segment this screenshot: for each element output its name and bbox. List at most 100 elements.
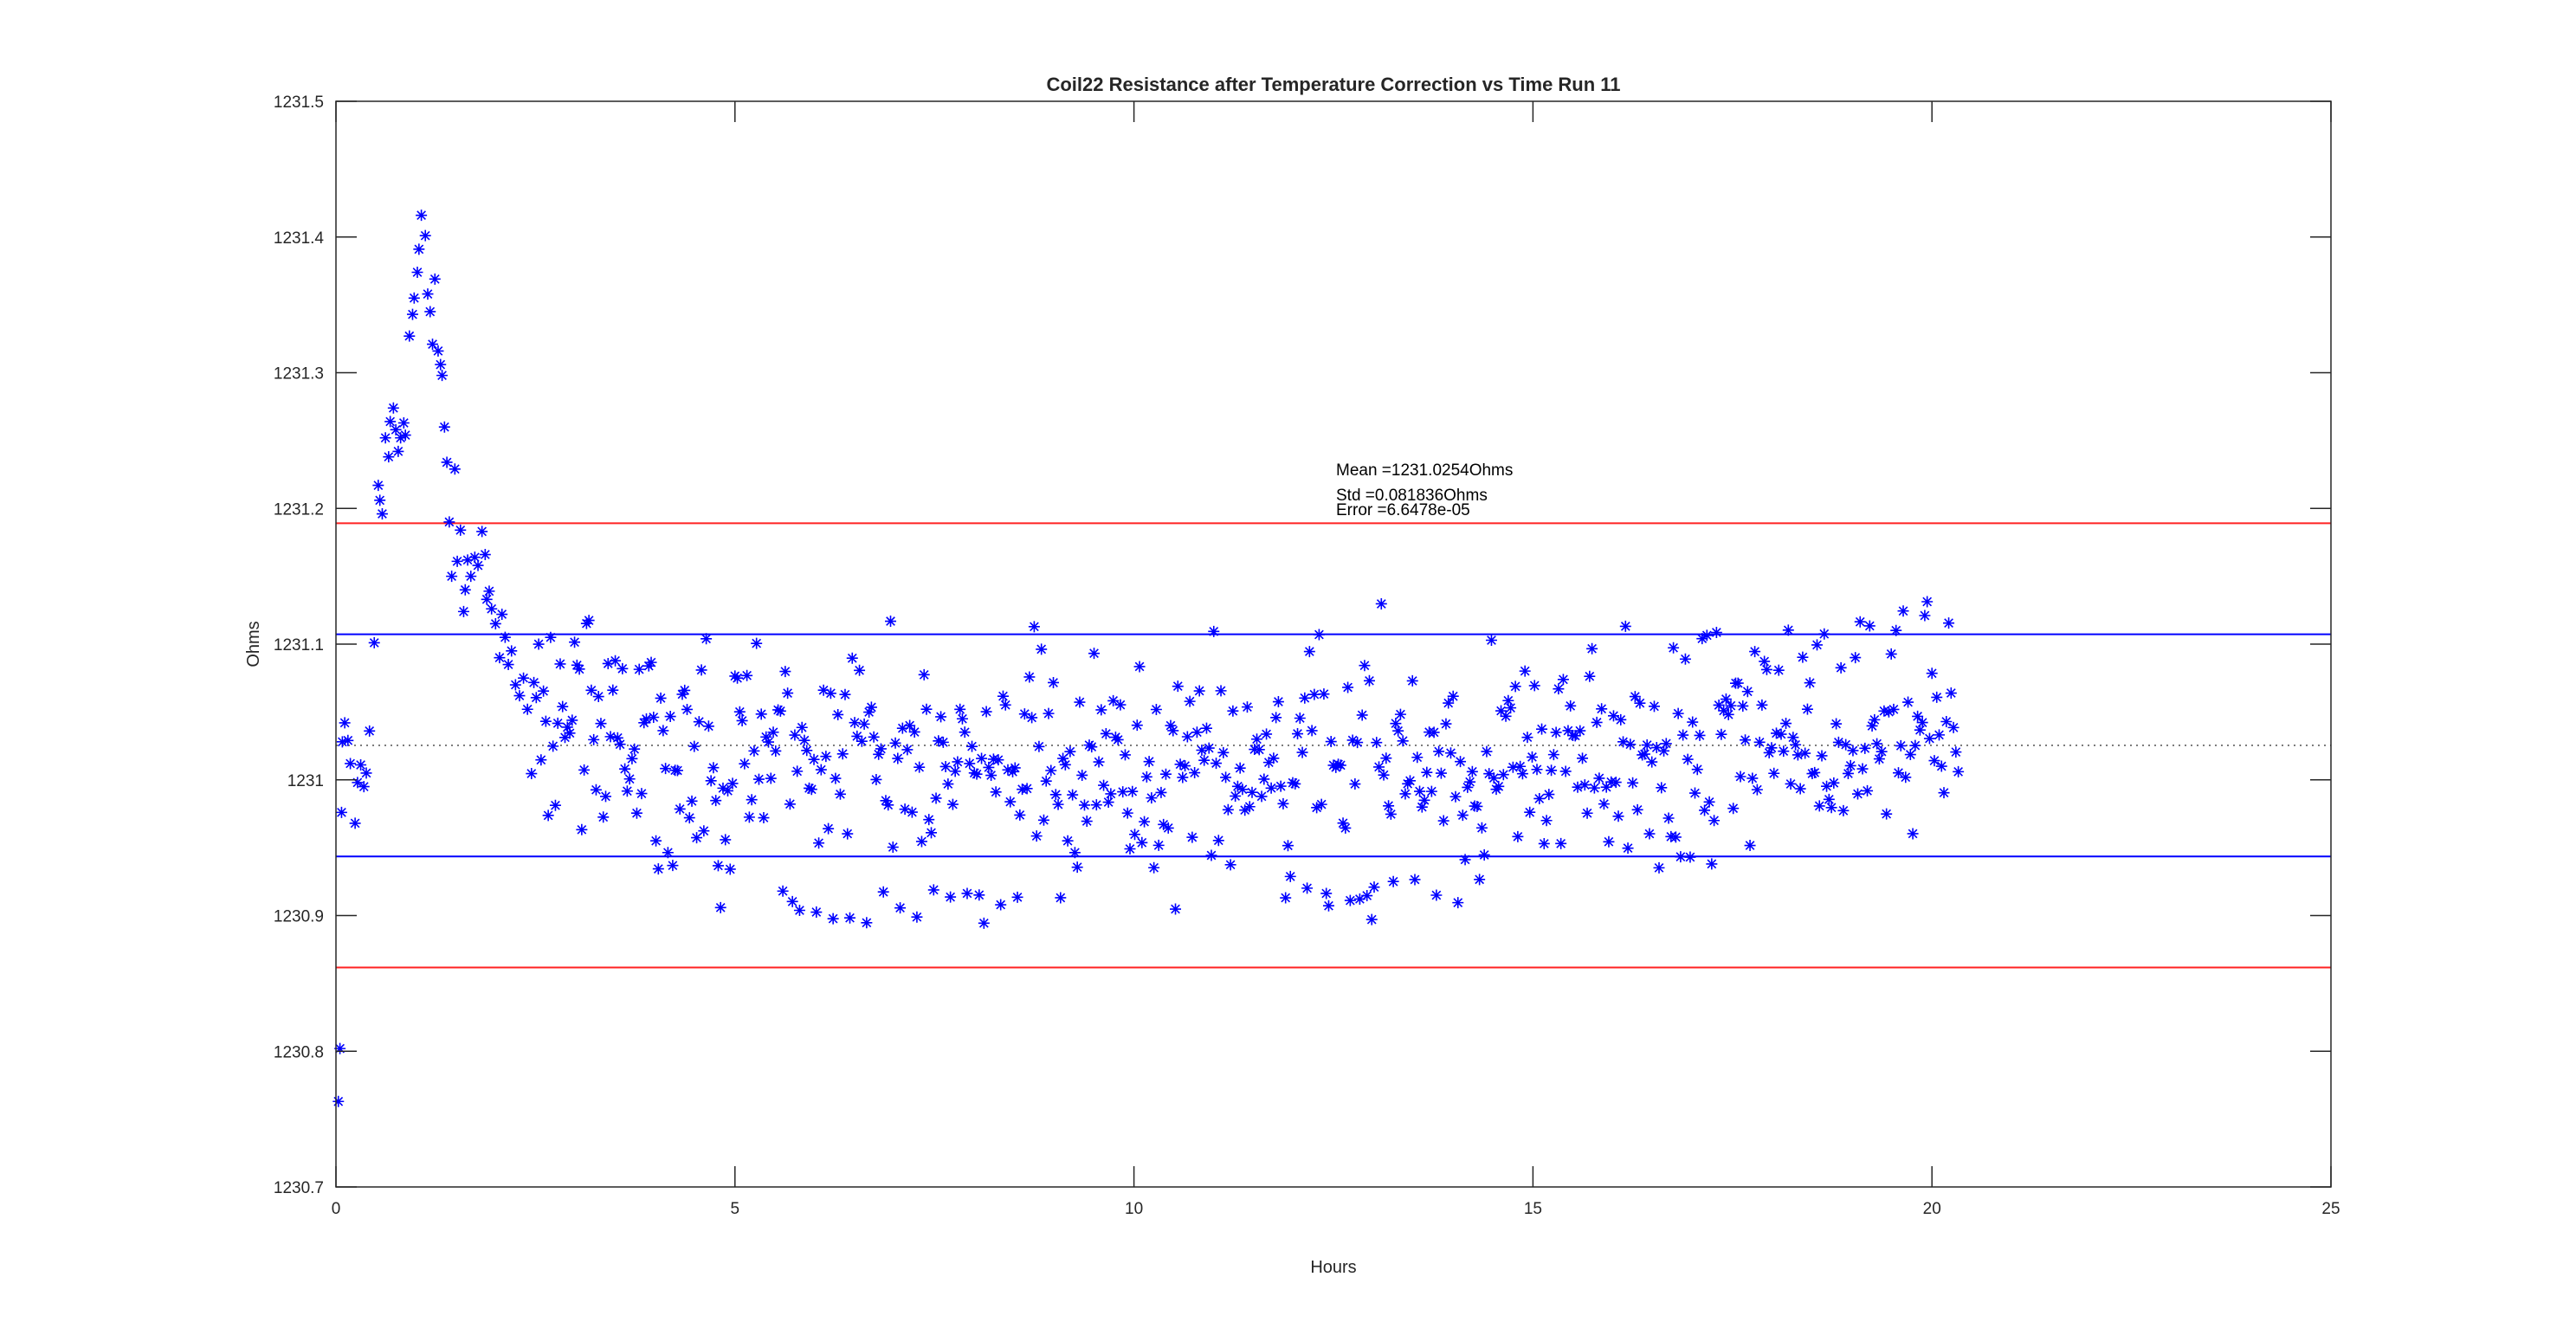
data-point: [442, 515, 456, 529]
data-point: [482, 584, 496, 598]
data-point: [937, 736, 950, 749]
data-point: [625, 752, 639, 765]
data-point: [628, 742, 641, 756]
data-point: [1063, 745, 1077, 758]
data-point: [1547, 748, 1560, 761]
data-point: [1374, 597, 1388, 610]
data-point: [1276, 797, 1290, 810]
data-point: [1701, 629, 1714, 642]
scatter-points-group: [332, 209, 1965, 1108]
data-point: [1154, 786, 1168, 799]
data-point: [509, 678, 522, 692]
data-point: [1899, 771, 1913, 784]
data-point: [348, 816, 362, 830]
data-point: [1690, 763, 1704, 776]
data-point: [1887, 703, 1901, 716]
data-point: [1630, 803, 1644, 816]
data-point: [1185, 830, 1199, 844]
data-point: [1688, 786, 1701, 800]
data-point: [1413, 784, 1426, 798]
data-point: [532, 637, 546, 651]
data-point: [1796, 650, 1810, 664]
data-point: [1222, 803, 1235, 816]
data-point: [994, 898, 1007, 912]
data-point: [549, 798, 562, 812]
data-point: [958, 726, 972, 738]
data-point: [341, 733, 355, 747]
data-point: [1322, 899, 1335, 913]
data-point: [1404, 774, 1417, 788]
data-point: [704, 774, 718, 788]
data-point: [1837, 804, 1850, 817]
data-point: [800, 744, 814, 758]
data-point: [376, 507, 389, 520]
data-point: [1705, 857, 1719, 871]
data-point: [1295, 745, 1309, 759]
data-point: [876, 885, 890, 899]
data-point: [1085, 740, 1099, 753]
data-point: [563, 726, 577, 740]
data-point: [1698, 803, 1711, 817]
data-point: [991, 753, 1005, 766]
data-point: [1128, 828, 1141, 842]
y-tick-label: 1230.7: [274, 1179, 324, 1197]
data-point: [513, 689, 526, 702]
data-point: [917, 668, 931, 681]
data-point: [693, 715, 706, 728]
data-point: [1576, 751, 1589, 765]
data-point: [1250, 732, 1263, 746]
data-point: [1358, 659, 1372, 673]
y-axis-label: Ohms: [244, 621, 263, 667]
data-point: [972, 888, 986, 902]
data-point: [740, 668, 753, 682]
data-point: [1798, 746, 1811, 760]
x-tick-label: 5: [731, 1200, 740, 1218]
data-point: [1535, 722, 1548, 736]
data-point: [1549, 726, 1563, 739]
data-point: [1911, 710, 1924, 723]
data-point: [1733, 770, 1747, 784]
data-point: [1921, 595, 1934, 609]
data-point: [1444, 746, 1457, 760]
data-point: [1559, 764, 1572, 778]
data-point: [1178, 759, 1191, 772]
data-point: [929, 791, 943, 805]
data-point: [1181, 730, 1194, 744]
data-point: [1839, 738, 1852, 751]
axis-ticks-group: 0 5 10 15 20 25 1231.5 1231.4 1231.3 1231.2 1231.1…: [274, 94, 2340, 1218]
data-point: [1803, 676, 1817, 690]
data-point: [1070, 861, 1084, 874]
data-point: [406, 307, 419, 321]
data-point: [671, 764, 684, 777]
y-tick-label: 1231.4: [274, 229, 325, 248]
data-point: [1538, 837, 1551, 850]
data-point: [410, 266, 424, 279]
data-point: [1504, 701, 1517, 714]
data-point: [1161, 822, 1175, 835]
data-point: [397, 416, 410, 429]
data-point: [1801, 702, 1814, 716]
data-point: [1674, 850, 1688, 863]
data-point: [1317, 687, 1331, 700]
data-point: [785, 895, 799, 908]
data-point: [1868, 713, 1882, 726]
data-point: [843, 911, 856, 925]
data-point: [1583, 669, 1597, 683]
data-point: [475, 525, 488, 539]
data-point: [1226, 704, 1240, 718]
data-point: [1894, 739, 1908, 752]
data-point: [1834, 661, 1848, 674]
data-point: [1743, 839, 1757, 852]
data-point: [1861, 784, 1874, 797]
data-point: [1432, 745, 1445, 758]
data-point: [1487, 771, 1501, 784]
data-point: [1233, 761, 1247, 775]
data-point: [1508, 680, 1522, 693]
data-point: [723, 862, 737, 876]
data-point: [1398, 787, 1412, 801]
data-point: [807, 752, 821, 766]
data-point: [1245, 785, 1259, 799]
data-point: [1492, 780, 1506, 793]
data-point: [903, 719, 916, 732]
data-point: [527, 676, 540, 689]
